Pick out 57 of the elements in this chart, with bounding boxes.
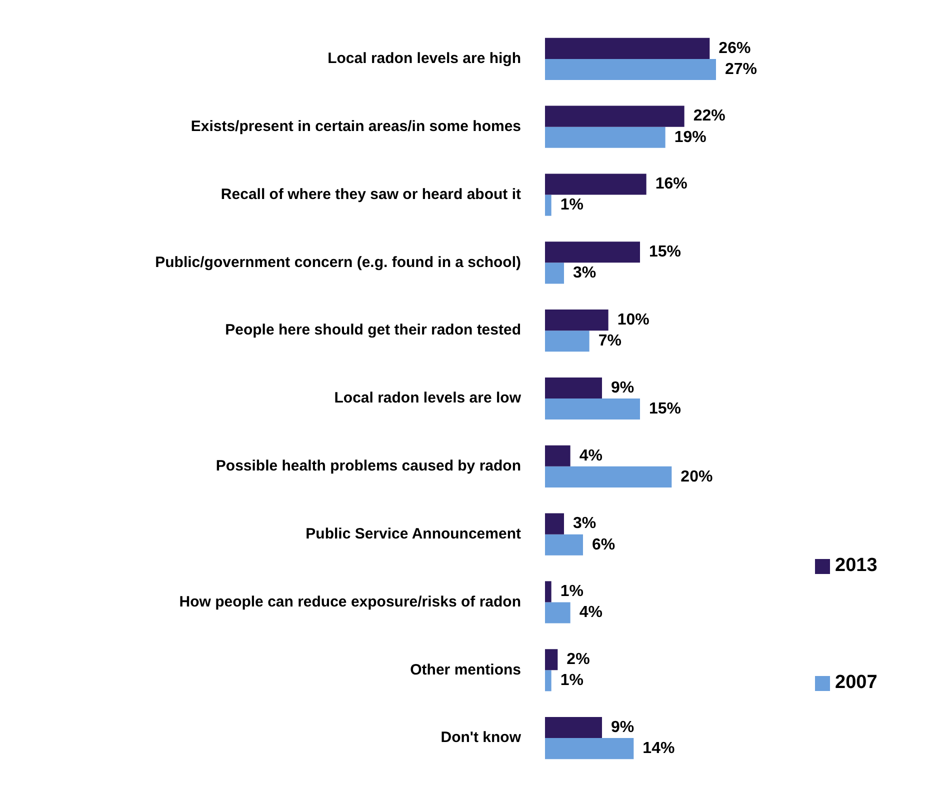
data-label: 7% (598, 332, 622, 350)
bar (545, 377, 602, 398)
data-label: 14% (642, 740, 675, 757)
data-label: 9% (611, 718, 634, 736)
data-label: 22% (693, 108, 726, 125)
bar (545, 581, 552, 602)
data-label: 3% (573, 264, 596, 282)
bar (545, 670, 552, 692)
data-label: 19% (674, 128, 706, 146)
data-label: 3% (573, 515, 596, 532)
data-label: 2% (566, 651, 590, 668)
bar (545, 126, 666, 148)
data-label: 10% (617, 311, 650, 328)
bar (545, 466, 672, 488)
data-label: 4% (579, 604, 602, 622)
data-label: 1% (560, 583, 584, 600)
bar (545, 602, 570, 624)
bar (545, 106, 684, 127)
bar (545, 58, 716, 80)
bar (545, 716, 602, 738)
bar (545, 398, 640, 420)
y-tick-label: Public Service Announcement (306, 525, 521, 542)
y-tick-label: Other mentions (410, 661, 521, 678)
bar (545, 738, 634, 760)
bar (545, 445, 570, 466)
bar (545, 242, 640, 263)
y-tick-label: Public/government concern (e.g. found in a school) (155, 254, 521, 271)
data-label: 27% (725, 60, 758, 78)
data-label: 15% (649, 400, 682, 418)
y-tick-label: People here should get their radon tested (225, 322, 521, 339)
data-label: 16% (655, 176, 688, 193)
bar (545, 534, 583, 556)
bar (545, 194, 552, 216)
y-tick-label: Exists/present in certain areas/in some homes (190, 118, 521, 136)
y-tick-label: Local radon levels are low (334, 390, 522, 407)
legend-label: 2013 (835, 555, 878, 577)
data-label: 1% (560, 672, 584, 690)
bar (545, 310, 608, 331)
bar (545, 174, 646, 195)
bar (545, 649, 558, 670)
legend-label: 2007 (835, 672, 878, 694)
y-tick-label: Local radon levels are high (328, 50, 521, 68)
data-label: 20% (680, 468, 713, 486)
data-label: 6% (592, 536, 616, 554)
y-tick-label: Don't know (440, 729, 522, 746)
data-label: 15% (649, 244, 682, 261)
data-label: 9% (611, 379, 634, 396)
bar (545, 262, 564, 284)
y-tick-label: How people can reduce exposure/risks of radon (179, 593, 521, 610)
bar (545, 330, 590, 352)
y-tick-label: Recall of where they saw or heard about it (220, 186, 521, 203)
bar (545, 513, 564, 534)
data-label: 1% (560, 196, 584, 214)
data-label: 26% (718, 40, 751, 57)
y-tick-label: Possible health problems caused by radon (216, 458, 521, 475)
data-label: 4% (579, 447, 602, 464)
bar (545, 38, 710, 59)
